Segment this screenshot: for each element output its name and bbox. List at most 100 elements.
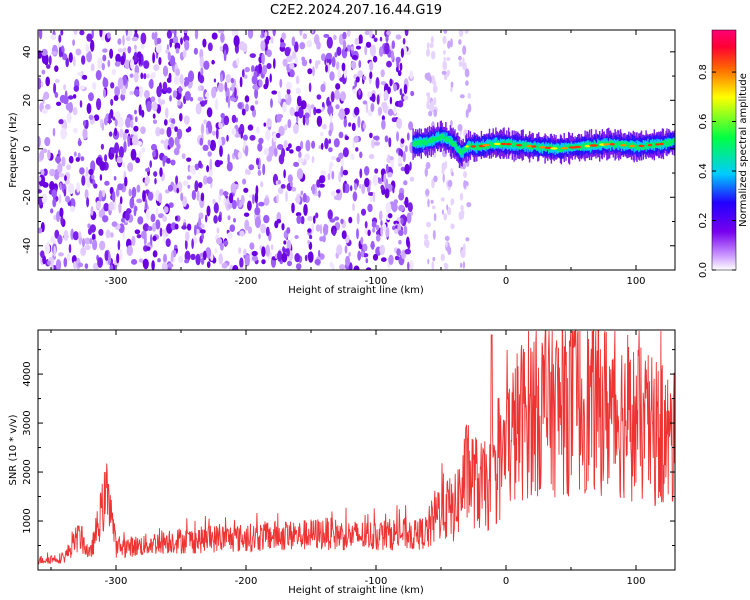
noise-cell [95,200,102,210]
signal-cell [629,140,632,149]
signal-cell [671,138,674,143]
noise-cell [388,254,394,265]
noise-cell [407,261,410,270]
noise-cell [133,89,140,96]
noise-cell [138,85,144,98]
streak-cell [447,40,451,49]
signal-cell [559,147,562,153]
noise-cell [154,178,157,185]
noise-cell [95,156,103,166]
noise-cell [151,32,156,40]
signal-cell [515,142,517,147]
noise-cell [326,36,333,49]
noise-cell [331,190,336,197]
noise-cell [338,131,344,139]
noise-cell [323,33,330,38]
noise-cell [144,90,150,99]
signal-cell [558,146,561,151]
noise-cell [368,30,373,38]
noise-cell [63,257,68,268]
signal-cell [662,140,665,146]
noise-cell [179,73,184,85]
noise-cell [56,211,60,223]
noise-cell [266,118,272,128]
noise-cell [384,188,390,199]
signal-cell [654,142,656,148]
noise-cell [170,159,176,166]
signal-peak [629,144,636,148]
noise-cell [211,87,217,99]
noise-cell [387,154,390,163]
noise-cell [355,147,359,152]
noise-cell [152,250,158,258]
noise-cell [73,261,77,270]
colorbar-tick-label: 0.8 [698,64,709,80]
noise-cell [79,30,85,36]
noise-cell [372,227,376,233]
noise-cell [165,107,169,119]
noise-cell [364,221,368,229]
colorbar-label: Normalized spectral amplitude [738,73,749,227]
noise-cell [82,74,88,80]
noise-cell [263,122,267,127]
noise-cell [64,175,67,182]
streak-cell [431,50,436,60]
noise-cell [336,244,343,256]
signal-cell [522,142,524,148]
noise-cell [59,207,64,218]
noise-cell [304,254,308,262]
signal-peak [482,144,491,147]
streak-cell [458,211,463,221]
noise-cell [393,220,400,225]
noise-cell [54,92,59,98]
noise-cell [319,253,325,260]
noise-cell [404,248,411,255]
noise-cell [369,44,376,57]
signal-cell [439,135,442,142]
noise-cell [60,30,64,36]
noise-cell [86,50,92,63]
noise-cell [286,248,290,257]
noise-cell [255,157,260,166]
noise-cell [218,214,222,223]
noise-cell [218,82,224,93]
noise-cell [155,219,161,230]
noise-cell [77,262,84,268]
noise-cell [357,70,364,78]
noise-cell [299,42,306,50]
noise-cell [334,52,338,58]
signal-cell [447,138,450,142]
noise-cell [108,201,114,211]
noise-cell [375,77,380,89]
noise-cell [102,189,106,198]
noise-cell [393,199,398,205]
noise-cell [186,223,192,231]
signal-peak [620,144,627,147]
noise-cell [175,47,180,54]
noise-cell [162,155,166,167]
signal-cell [423,138,425,145]
noise-cell [136,198,143,204]
signal-cell [425,140,427,146]
noise-cell [379,36,383,42]
noise-cell [342,169,349,176]
noise-cell [152,235,157,242]
noise-cell [81,55,86,65]
signal-cell [432,137,434,143]
noise-cell [158,57,162,65]
noise-cell [209,158,213,171]
streak-cell [462,243,466,253]
signal-cell [467,144,470,150]
noise-cell [174,126,179,132]
noise-cell [125,117,131,128]
figure-title: C2E2.2024.207.16.44.G19 [270,3,442,18]
noise-cell [369,132,373,139]
signal-cell [438,135,441,139]
signal-cell [446,136,448,142]
noise-cell [358,60,362,69]
noise-cell [352,191,358,202]
noise-cell [128,188,132,196]
noise-cell [110,232,114,238]
noise-cell [332,228,336,237]
noise-cell [146,246,151,251]
